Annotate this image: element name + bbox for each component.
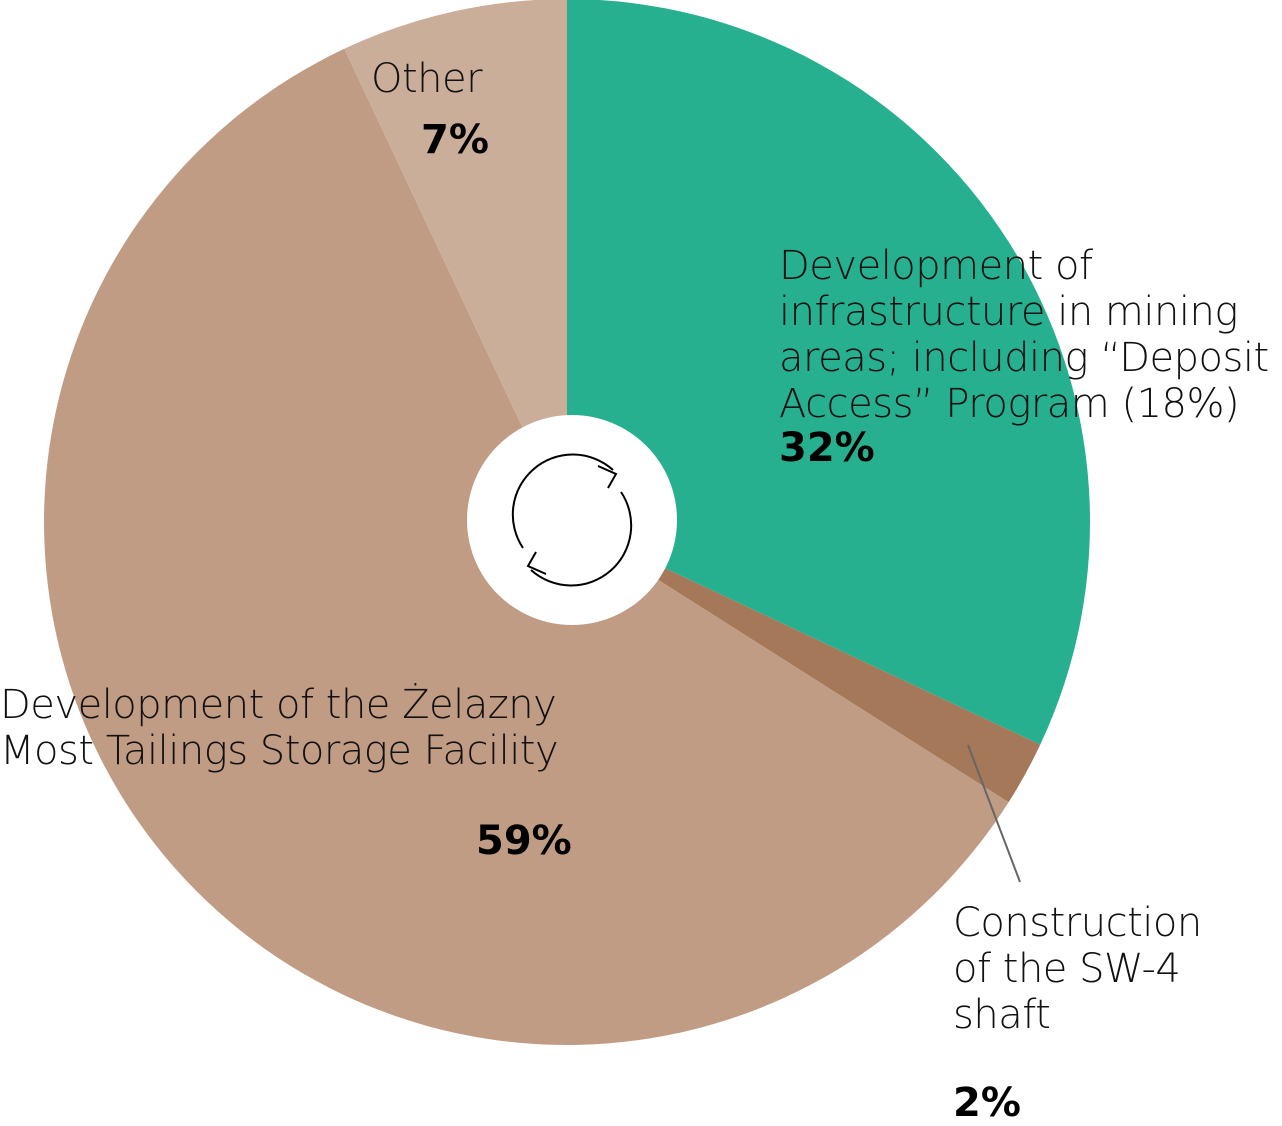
- value-zelazny: 59%: [476, 818, 572, 864]
- label-sw4: Construction of the SW-4 shaft: [953, 900, 1202, 1038]
- pie-slice-1: [567, 522, 1041, 803]
- refresh-icon: [511, 453, 633, 587]
- pie-slice-0: [567, 0, 1090, 745]
- pie-slice-3: [344, 0, 567, 522]
- label-other: Other: [371, 56, 483, 102]
- value-other: 7%: [421, 117, 489, 163]
- label-infrastructure: Development of infrastructure in mining ar…: [779, 243, 1269, 427]
- center-hole: [467, 415, 677, 625]
- leader-line-sw4: [967, 744, 1021, 883]
- value-infrastructure: 32%: [779, 425, 875, 471]
- value-sw4: 2%: [953, 1080, 1021, 1126]
- label-zelazny: Development of the Żelazny Most Tailings …: [0, 682, 559, 774]
